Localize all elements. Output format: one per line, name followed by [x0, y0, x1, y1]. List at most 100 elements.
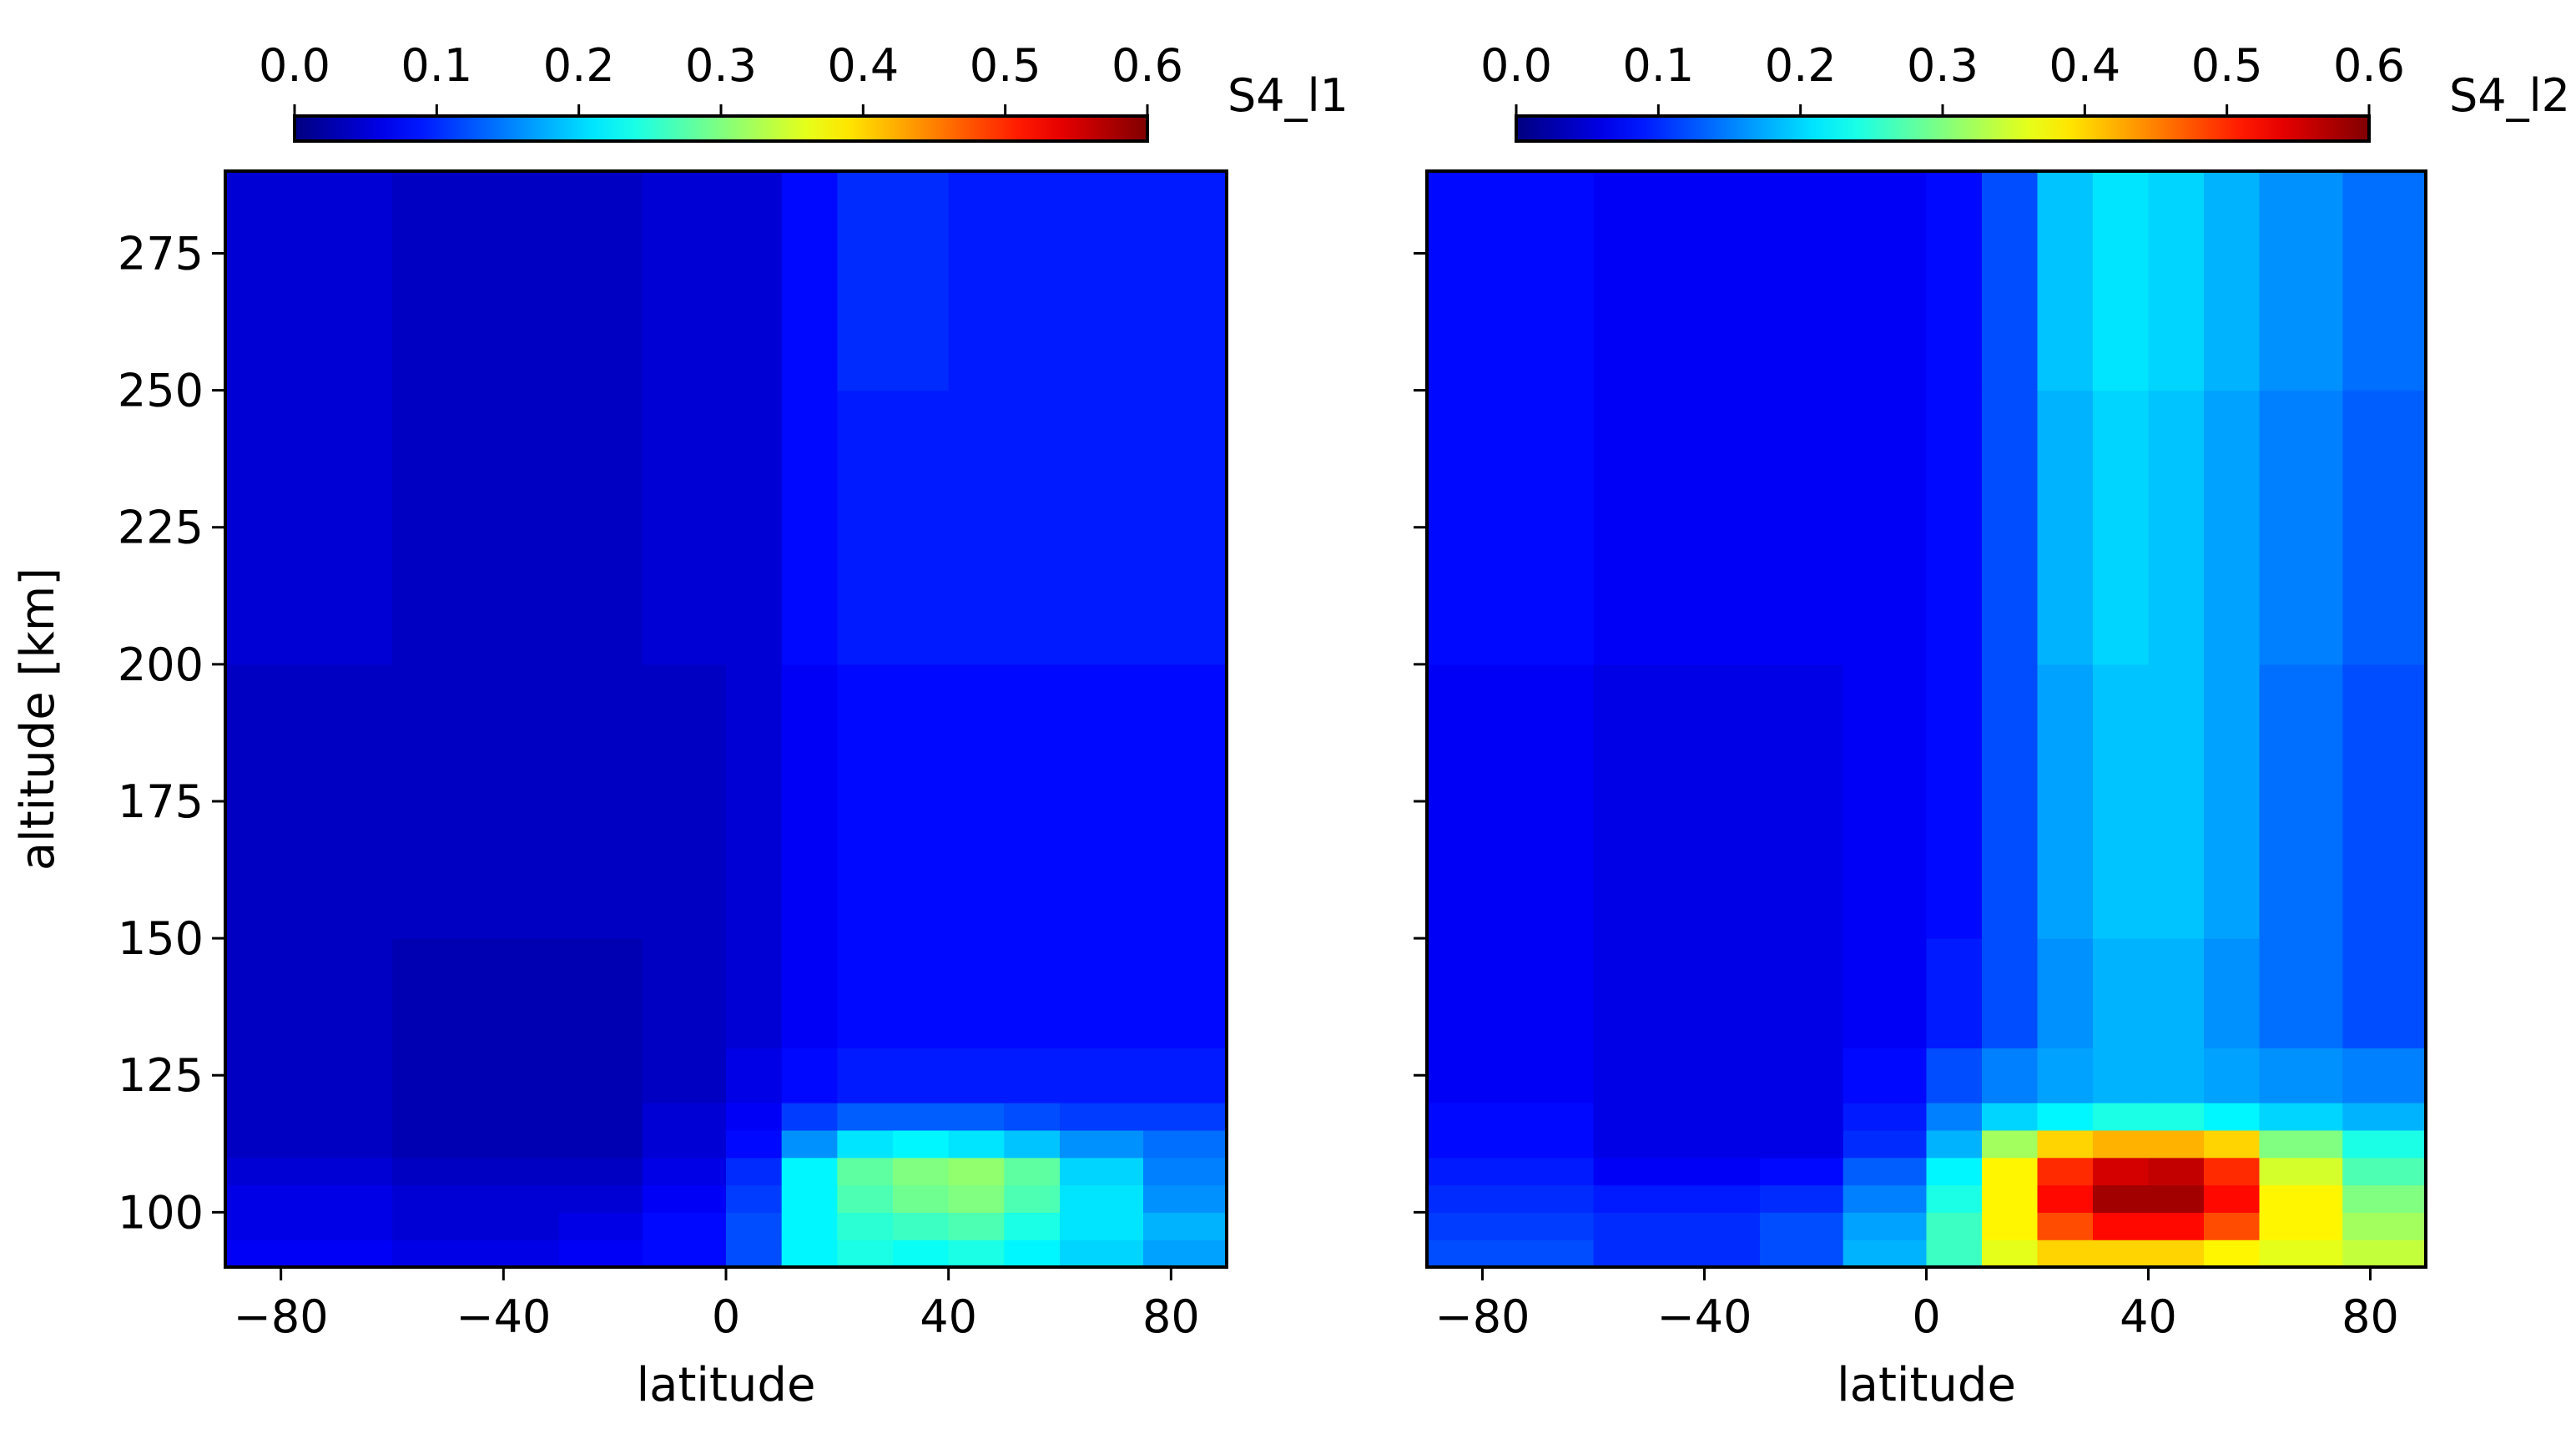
right-heatmap-cell [1593, 1212, 1761, 1240]
right-heatmap-cell [2204, 938, 2261, 1048]
left-heatmap-cell [893, 390, 950, 665]
right-colorbar-tick-label: 0.2 [1765, 39, 1837, 92]
right-heatmap-cell [1982, 1129, 2039, 1159]
left-heatmap-cell [559, 390, 643, 665]
left-heatmap-cell [1004, 1157, 1061, 1186]
left-heatmap-cells [225, 171, 1228, 1268]
right-heatmap-cell [1926, 1103, 1983, 1131]
right-heatmap-cell [1427, 1103, 1595, 1131]
left-y-tick-label: 225 [118, 502, 204, 554]
left-heatmap-cell [781, 1157, 838, 1186]
left-heatmap-cell [948, 938, 1005, 1048]
left-heatmap-cell [1060, 1240, 1144, 1268]
left-heatmap-cell [1143, 1129, 1228, 1159]
right-heatmap-cell [1982, 938, 2039, 1048]
left-heatmap-cell [559, 1157, 643, 1186]
right-heatmap-cell [2342, 664, 2427, 939]
right-heatmap-cell [1593, 664, 1761, 939]
right-x-tick-label: −80 [1435, 1290, 1530, 1343]
right-heatmap-cell [1843, 1129, 1928, 1159]
right-heatmap-cell [1593, 1184, 1761, 1213]
left-heatmap-cell [893, 1157, 950, 1186]
left-heatmap-cell [225, 664, 393, 939]
left-heatmap-cell [1060, 1048, 1144, 1103]
left-heatmap-cell [1004, 171, 1061, 391]
left-colorbar-tick-label: 0.6 [1112, 39, 1183, 92]
left-heatmap-cell [225, 1157, 393, 1186]
left-heatmap-cell [643, 1129, 727, 1159]
right-colorbar-tick-label: 0.1 [1622, 39, 1694, 92]
left-heatmap-cell [1143, 1048, 1228, 1103]
right-heatmap-cell [1982, 1103, 2039, 1131]
right-heatmap-cell [2148, 1157, 2205, 1186]
right-heatmap-cell [2259, 938, 2343, 1048]
right-heatmap-cell [2093, 1103, 2150, 1131]
left-heatmap-cell [893, 1184, 950, 1213]
left-heatmap-cell [643, 1103, 727, 1131]
left-heatmap-cell [392, 1184, 560, 1213]
right-heatmap-cell [2037, 664, 2094, 939]
left-heatmap-cell [559, 1212, 643, 1240]
left-heatmap-cell [948, 171, 1005, 391]
right-heatmap-cell [1760, 938, 1844, 1048]
left-heatmap-cell [837, 390, 894, 665]
left-y-tick-label: 200 [118, 639, 204, 691]
left-heatmap-cell [643, 171, 727, 391]
right-heatmap-cell [1843, 938, 1928, 1048]
left-heatmap-cell [1143, 171, 1228, 391]
left-heatmap-cell [643, 1184, 727, 1213]
right-x-ticks: −80 −40 0 40 80 [1435, 1267, 2399, 1343]
left-heatmap-cell [225, 171, 393, 391]
right-heatmap-cell [1926, 938, 1983, 1048]
right-heatmap-cell [1760, 1240, 1844, 1268]
left-heatmap-cell [1060, 390, 1144, 665]
left-heatmap-cell [948, 390, 1005, 665]
left-x-tick-label: 0 [712, 1290, 740, 1343]
left-y-tick-label: 100 [118, 1186, 204, 1239]
left-heatmap-cell [948, 1212, 1005, 1240]
right-colorbar-ticks: 0.0 0.1 0.2 0.3 0.4 0.5 0.6 [1480, 39, 2405, 116]
right-heatmap-cell [2204, 664, 2261, 939]
left-heatmap-cell [726, 1048, 783, 1103]
left-heatmap-cell [837, 1212, 894, 1240]
right-heatmap-cell [1843, 1048, 1928, 1103]
right-heatmap-cell [2037, 171, 2094, 391]
left-heatmap-cell [643, 664, 727, 939]
left-heatmap-cell [948, 1048, 1005, 1103]
left-heatmap-cell [781, 390, 838, 665]
right-heatmap-cell [2093, 1240, 2150, 1268]
left-colorbar-label: S4_l1 [1228, 69, 1348, 122]
left-heatmap-cell [392, 1212, 560, 1240]
right-heatmap-cell [2259, 1103, 2343, 1131]
right-heatmap-cell [2037, 390, 2094, 665]
right-heatmap-cell [2259, 664, 2343, 939]
right-heatmap-cell [1982, 1157, 2039, 1186]
right-heatmap-cell [1843, 1157, 1928, 1186]
left-heatmap-cell [726, 1212, 783, 1240]
right-heatmap-cell [1982, 664, 2039, 939]
left-heatmap-cell [1060, 938, 1144, 1048]
right-heatmap-cell [1982, 390, 2039, 665]
right-heatmap-cell [1760, 390, 1844, 665]
right-heatmap-cell [1982, 1048, 2039, 1103]
right-heatmap-cell [2093, 390, 2150, 665]
left-heatmap-cell [392, 171, 560, 391]
right-heatmap-cell [1593, 1048, 1761, 1103]
right-heatmap-cell [1427, 664, 1595, 939]
right-heatmap-cell [1926, 1157, 1983, 1186]
right-heatmap-cell [1843, 1184, 1928, 1213]
left-heatmap-cell [781, 664, 838, 939]
right-heatmap-cell [2148, 1103, 2205, 1131]
right-heatmap-cell [2148, 1184, 2205, 1213]
left-colorbar-tick-label: 0.1 [401, 39, 472, 92]
left-heatmap-cell [837, 664, 894, 939]
right-heatmap-cell [1760, 1212, 1844, 1240]
left-heatmap-cell [1004, 1103, 1061, 1131]
left-heatmap-cell [893, 664, 950, 939]
right-heatmap-cell [1760, 1157, 1844, 1186]
right-heatmap-cell [2148, 664, 2205, 939]
right-heatmap-cell [2259, 1240, 2343, 1268]
right-heatmap-cells [1427, 171, 2427, 1268]
right-heatmap-cell [2342, 1157, 2427, 1186]
right-heatmap-cell [2037, 1048, 2094, 1103]
